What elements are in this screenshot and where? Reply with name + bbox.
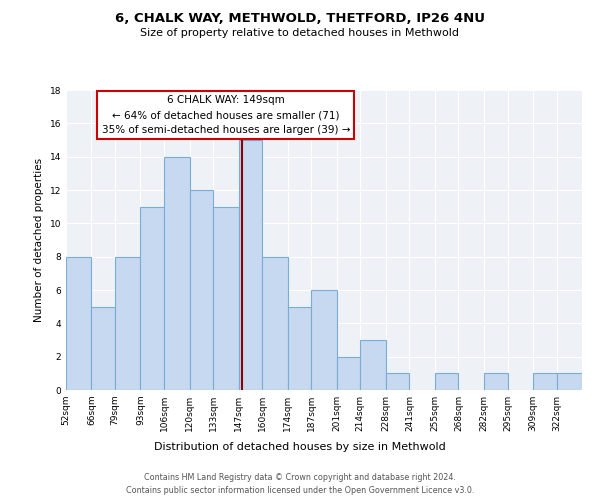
Bar — [311, 290, 337, 390]
Text: 6, CHALK WAY, METHWOLD, THETFORD, IP26 4NU: 6, CHALK WAY, METHWOLD, THETFORD, IP26 4… — [115, 12, 485, 26]
Bar — [190, 190, 213, 390]
Text: 6 CHALK WAY: 149sqm
← 64% of detached houses are smaller (71)
35% of semi-detach: 6 CHALK WAY: 149sqm ← 64% of detached ho… — [101, 95, 350, 135]
Bar — [115, 256, 140, 390]
Bar — [164, 156, 190, 390]
Bar — [239, 140, 262, 390]
Bar — [287, 306, 311, 390]
Bar — [140, 206, 164, 390]
Text: Distribution of detached houses by size in Methwold: Distribution of detached houses by size … — [154, 442, 446, 452]
Text: Contains public sector information licensed under the Open Government Licence v3: Contains public sector information licen… — [126, 486, 474, 495]
Text: Size of property relative to detached houses in Methwold: Size of property relative to detached ho… — [140, 28, 460, 38]
Bar — [484, 374, 508, 390]
Bar — [66, 256, 91, 390]
Bar — [533, 374, 557, 390]
Bar — [262, 256, 287, 390]
Bar — [337, 356, 361, 390]
Bar — [435, 374, 458, 390]
Bar — [91, 306, 115, 390]
Bar — [557, 374, 582, 390]
Text: Contains HM Land Registry data © Crown copyright and database right 2024.: Contains HM Land Registry data © Crown c… — [144, 472, 456, 482]
Bar — [213, 206, 239, 390]
Y-axis label: Number of detached properties: Number of detached properties — [34, 158, 44, 322]
Bar — [361, 340, 386, 390]
Bar — [386, 374, 409, 390]
